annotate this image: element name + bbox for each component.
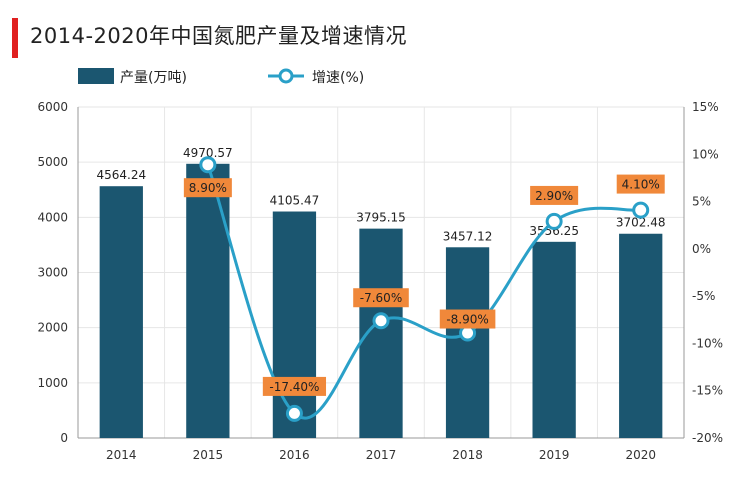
- bar-value-label: 4970.57: [183, 146, 233, 160]
- growth-point: [372, 312, 390, 330]
- growth-point: [285, 404, 303, 422]
- growth-label: 2.90%: [535, 189, 573, 203]
- bar: [99, 186, 143, 438]
- y-left-tick-label: 6000: [37, 100, 68, 114]
- y-left-tick-label: 0: [60, 431, 68, 445]
- growth-label-box: [616, 174, 665, 194]
- title-accent-bar: [12, 18, 18, 58]
- x-tick-label: 2017: [366, 448, 397, 462]
- growth-label: 4.10%: [622, 178, 660, 192]
- bar-value-label: 3702.48: [616, 216, 666, 230]
- growth-label-box: [183, 178, 232, 198]
- growth-label-box: [439, 309, 496, 329]
- growth-point: [545, 212, 563, 230]
- y-right-tick-label: 15%: [692, 100, 719, 114]
- legend-line-label: 增速(%): [312, 70, 364, 86]
- growth-point: [632, 201, 650, 219]
- y-left-tick-label: 2000: [37, 321, 68, 335]
- growth-label: -8.90%: [446, 313, 488, 327]
- growth-label-box: [530, 185, 579, 205]
- y-left-tick-label: 3000: [37, 266, 68, 280]
- y-right-tick-label: -5%: [692, 289, 715, 303]
- x-tick-label: 2020: [625, 448, 656, 462]
- legend-bar-swatch: [78, 68, 114, 84]
- legend-bar-label: 产量(万吨): [120, 70, 187, 86]
- bar: [272, 211, 317, 438]
- chart-title: 2014-2020年中国氮肥产量及增速情况: [30, 24, 407, 48]
- y-right-tick-label: 10%: [692, 147, 719, 161]
- bar: [532, 241, 576, 438]
- x-tick-label: 2019: [539, 448, 570, 462]
- growth-label-box: [353, 288, 409, 308]
- y-left-tick-label: 4000: [37, 210, 68, 224]
- y-right-tick-label: -15%: [692, 384, 723, 398]
- legend-line-marker: [278, 68, 294, 84]
- y-left-tick-label: 1000: [37, 376, 68, 390]
- bar: [445, 247, 490, 438]
- bar-value-label: 3795.15: [356, 211, 406, 225]
- y-right-tick-label: -20%: [692, 431, 723, 445]
- y-right-tick-label: 0%: [692, 242, 711, 256]
- growth-label: 8.90%: [189, 181, 227, 195]
- x-tick-label: 2016: [279, 448, 310, 462]
- y-left-tick-label: 5000: [37, 155, 68, 169]
- x-tick-label: 2015: [193, 448, 224, 462]
- bar: [619, 233, 663, 438]
- bar: [186, 163, 230, 438]
- growth-label: -7.60%: [360, 291, 402, 305]
- bar-value-label: 3457.12: [443, 229, 493, 243]
- growth-label-box: [262, 376, 327, 396]
- bar-value-label: 4564.24: [96, 168, 146, 182]
- bar-value-label: 4105.47: [270, 194, 320, 208]
- y-right-tick-label: 5%: [692, 195, 711, 209]
- x-tick-label: 2018: [452, 448, 483, 462]
- growth-label: -17.40%: [269, 380, 319, 394]
- x-tick-label: 2014: [106, 448, 137, 462]
- y-right-tick-label: -10%: [692, 336, 723, 350]
- growth-point: [199, 156, 217, 174]
